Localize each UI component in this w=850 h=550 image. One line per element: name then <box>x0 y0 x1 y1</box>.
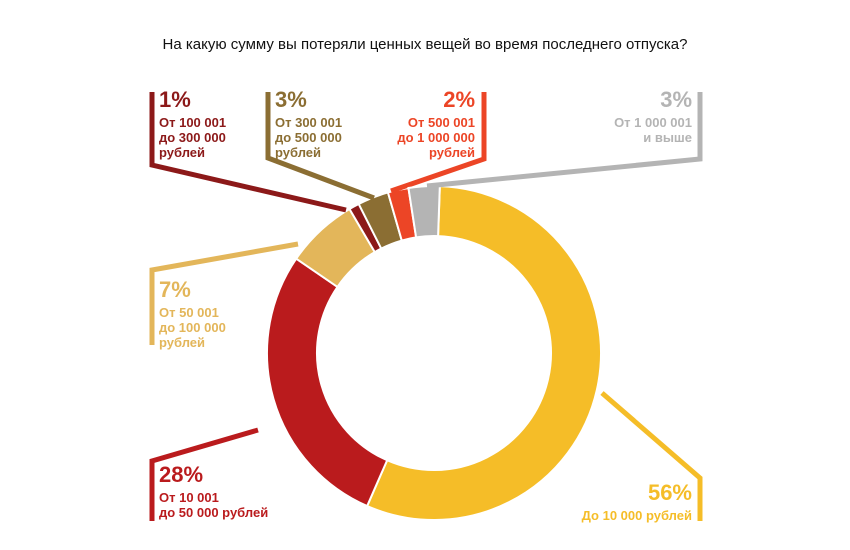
slice-label-4: 1% От 100 001 до 300 000 рублей <box>159 87 227 161</box>
slice-percent-5: 3% <box>275 87 307 112</box>
slice-label-7: 3% От 1 000 001 и выше <box>614 87 692 146</box>
slice-category-3-line-1: От 50 001 <box>159 305 219 320</box>
chart-title: На какую сумму вы потеряли ценных вещей … <box>162 36 688 53</box>
leader-line-2 <box>149 427 259 521</box>
slice-category-7-line-2: и выше <box>643 130 692 145</box>
slice-label-1: 56% До 10 000 рублей <box>581 480 692 524</box>
slice-percent-3: 7% <box>159 277 191 302</box>
slice-category-5-line-2: до 500 000 <box>275 130 342 145</box>
leader-line-3 <box>149 241 299 345</box>
slice-category-2-line-1: От 10 001 <box>159 490 219 505</box>
slice-category-3-line-2: до 100 000 <box>159 320 226 335</box>
slice-label-6: 2% От 500 001 до 1 000 000 рублей <box>397 87 475 161</box>
slice-percent-6: 2% <box>443 87 475 112</box>
slice-label-5: 3% От 300 001 до 500 000 рублей <box>275 87 343 161</box>
slice-category-5-line-1: От 300 001 <box>275 115 343 130</box>
slice-percent-7: 3% <box>660 87 692 112</box>
pie-slice-2 <box>266 257 389 508</box>
slice-label-2: 28% От 10 001 до 50 000 рублей <box>159 462 269 521</box>
slice-category-2-line-2: до 50 000 рублей <box>159 505 269 520</box>
leader-line-6 <box>390 92 487 194</box>
slice-label-3: 7% От 50 001 до 100 000 рублей <box>159 277 226 351</box>
slice-category-3-line-3: рублей <box>159 335 206 350</box>
pie-slice-7 <box>407 185 441 239</box>
slice-percent-2: 28% <box>159 462 204 487</box>
slice-category-4-line-2: до 300 000 <box>159 130 226 145</box>
slice-percent-1: 56% <box>647 480 692 505</box>
leader-line-5 <box>265 92 375 201</box>
slice-category-1-line-1: До 10 000 рублей <box>581 508 692 523</box>
slice-category-6-line-1: От 500 001 <box>407 115 475 130</box>
leader-line-4 <box>149 92 347 213</box>
slice-category-5-line-3: рублей <box>275 145 322 160</box>
slice-category-7-line-1: От 1 000 001 <box>614 115 692 130</box>
pie-slice-1 <box>365 185 602 521</box>
slice-percent-4: 1% <box>159 87 191 112</box>
leader-line-7 <box>426 92 703 189</box>
slice-category-6-line-2: до 1 000 000 <box>397 130 475 145</box>
slice-category-6-line-3: рублей <box>428 145 475 160</box>
slice-category-4-line-1: От 100 001 <box>159 115 227 130</box>
slice-category-4-line-3: рублей <box>159 145 206 160</box>
leader-line-1 <box>600 391 703 521</box>
